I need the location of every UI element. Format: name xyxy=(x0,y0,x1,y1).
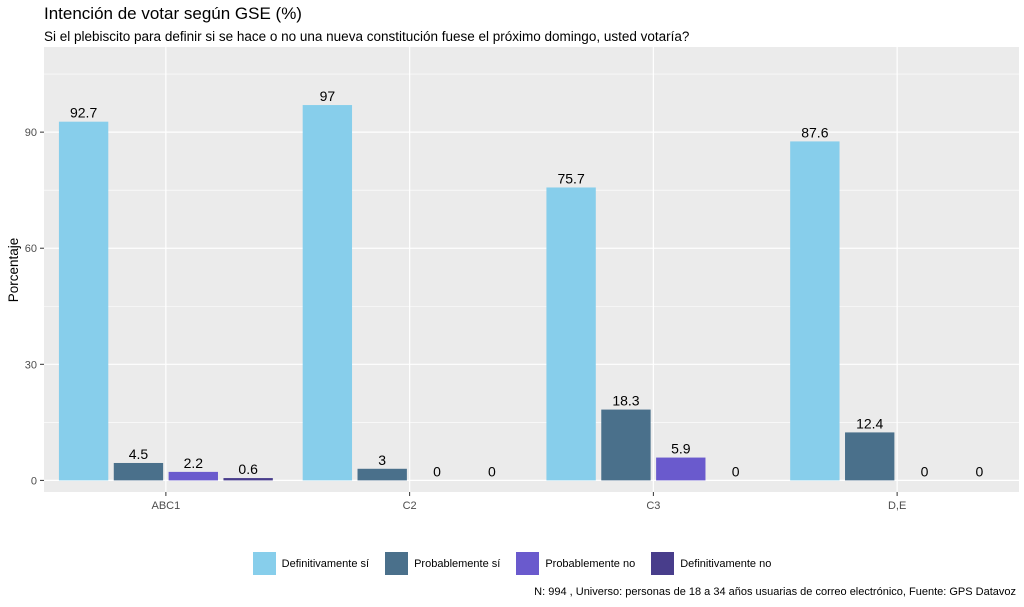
legend-label: Definitivamente no xyxy=(680,557,772,570)
chart-caption: N: 994 , Universo: personas de 18 a 34 a… xyxy=(534,586,1016,598)
legend-item: Definitivamente sí xyxy=(252,552,370,575)
bar xyxy=(546,187,596,481)
bar xyxy=(302,105,353,481)
legend-item: Definitivamente no xyxy=(651,552,771,575)
legend-item: Probablemente no xyxy=(516,552,635,575)
bar-value-label: 0 xyxy=(488,463,496,479)
bar-value-label: 0 xyxy=(433,463,441,479)
x-axis: ABC1 C2 C3 D,E xyxy=(152,492,906,512)
bar-value-label: 18.3 xyxy=(612,393,639,409)
legend-swatch xyxy=(516,552,540,575)
legend-label: Probablemente sí xyxy=(414,557,501,570)
bars xyxy=(58,105,895,481)
legend-swatch xyxy=(385,552,409,575)
legend-swatch xyxy=(651,552,675,575)
y-tick-label: 60 xyxy=(25,243,37,255)
bar xyxy=(656,457,706,481)
legend: Definitivamente sí Probablemente sí Probab… xyxy=(0,552,1024,575)
bar xyxy=(223,478,273,481)
plot-panel xyxy=(44,47,1019,492)
grid-minor xyxy=(44,73,1019,423)
chart-subtitle: Si el plebiscito para definir si se hace… xyxy=(44,29,690,44)
bar-value-label: 5.9 xyxy=(671,441,691,457)
bar-value-label: 4.5 xyxy=(129,446,149,462)
y-tick-label: 0 xyxy=(31,475,37,487)
bar xyxy=(113,462,164,481)
bar-value-label: 0.6 xyxy=(238,461,258,477)
x-tick-label: ABC1 xyxy=(152,500,181,512)
bar-value-label: 87.6 xyxy=(801,124,828,140)
bar xyxy=(601,409,651,481)
bar-value-label: 2.2 xyxy=(184,455,204,471)
bar-value-label: 0 xyxy=(732,463,740,479)
bar xyxy=(168,471,218,481)
bar xyxy=(58,121,109,481)
bar-value-label: 75.7 xyxy=(557,170,584,186)
x-tick-label: D,E xyxy=(888,500,906,512)
y-axis: 0 30 60 90 xyxy=(25,127,44,487)
bar-value-label: 0 xyxy=(921,463,929,479)
bar xyxy=(357,468,407,481)
bar-value-label: 97 xyxy=(320,88,336,104)
bar-value-label: 12.4 xyxy=(856,415,883,431)
legend-swatch xyxy=(252,552,276,575)
bar-labels: 92.7 97 75.7 87.6 4.5 3 18.3 12.4 2.2 0 5.9 0 0.6 0 0 0 xyxy=(70,88,984,479)
x-tick-label: C2 xyxy=(403,500,417,512)
bar-value-label: 0 xyxy=(975,463,983,479)
bar-value-label: 92.7 xyxy=(70,105,97,121)
bar xyxy=(790,141,840,481)
chart-title: Intención de votar según GSE (%) xyxy=(44,4,302,23)
legend-label: Definitivamente sí xyxy=(281,557,370,570)
y-tick-label: 90 xyxy=(25,127,37,139)
x-tick-label: C3 xyxy=(646,500,660,512)
legend-item: Probablemente sí xyxy=(385,552,500,575)
legend-label: Probablemente no xyxy=(545,557,636,570)
bar-value-label: 3 xyxy=(378,452,386,468)
y-tick-label: 30 xyxy=(25,359,37,371)
y-axis-label: Porcentaje xyxy=(6,238,21,303)
bar xyxy=(845,432,895,481)
